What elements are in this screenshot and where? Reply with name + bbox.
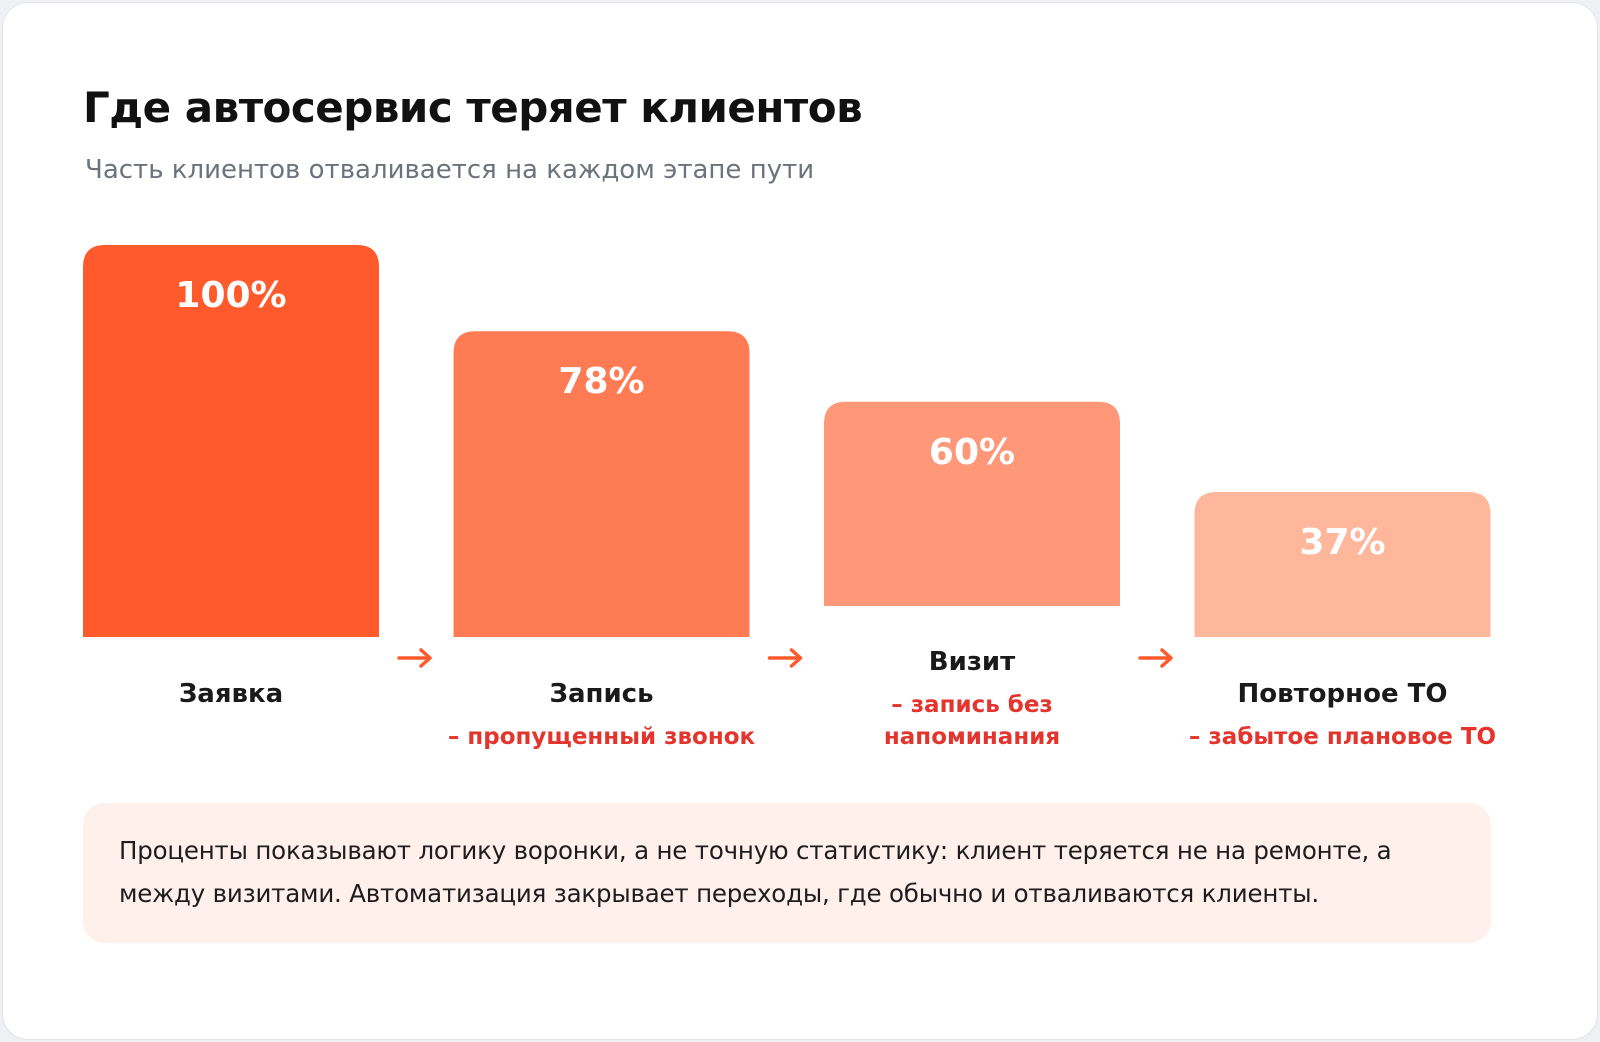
category-labels: Заявка Запись Визит Повторное ТО (179, 647, 1448, 709)
arrow-right-icon (1138, 648, 1173, 668)
category-label: Повторное ТО (1238, 679, 1448, 709)
arrow-right-icon (397, 648, 432, 668)
funnel-chart: 100% 78% 60% 37% Заявка Запись Визит Повторное … (83, 245, 1496, 750)
note-line-2: между визитами. Автоматизация закрывает … (119, 879, 1319, 908)
bar (453, 331, 750, 637)
funnel-note: Проценты показывают логику воронки, а не… (83, 803, 1491, 943)
chart-subtitle: Часть клиентов отваливается на каждом эт… (85, 155, 815, 185)
bar-value-label: 37% (1299, 522, 1385, 563)
category-label: Визит (929, 647, 1015, 677)
chart-title: Где автосервис теряет клиентов (83, 83, 863, 132)
bars (83, 245, 1491, 637)
note-line-1: Проценты показывают логику воронки, а не… (119, 836, 1392, 865)
bar-value-label: 78% (558, 361, 644, 402)
category-label: Заявка (179, 679, 283, 709)
bar (83, 245, 379, 637)
bar (1194, 491, 1491, 637)
loss-label: напоминания (884, 724, 1060, 750)
bar-value-label: 100% (175, 275, 286, 316)
loss-label: – забытое плановое ТО (1189, 724, 1496, 750)
loss-labels: – пропущенный звонок – запись без напомина… (448, 692, 1496, 750)
arrow-right-icon (767, 648, 803, 668)
category-label: Запись (549, 679, 653, 709)
loss-label: – пропущенный звонок (448, 724, 756, 750)
bar-value-label: 60% (929, 432, 1015, 473)
bar-value-labels: 100% 78% 60% 37% (175, 275, 1385, 563)
stage-arrows (397, 648, 1173, 668)
loss-label: – запись без (891, 692, 1053, 718)
bar (824, 401, 1120, 606)
